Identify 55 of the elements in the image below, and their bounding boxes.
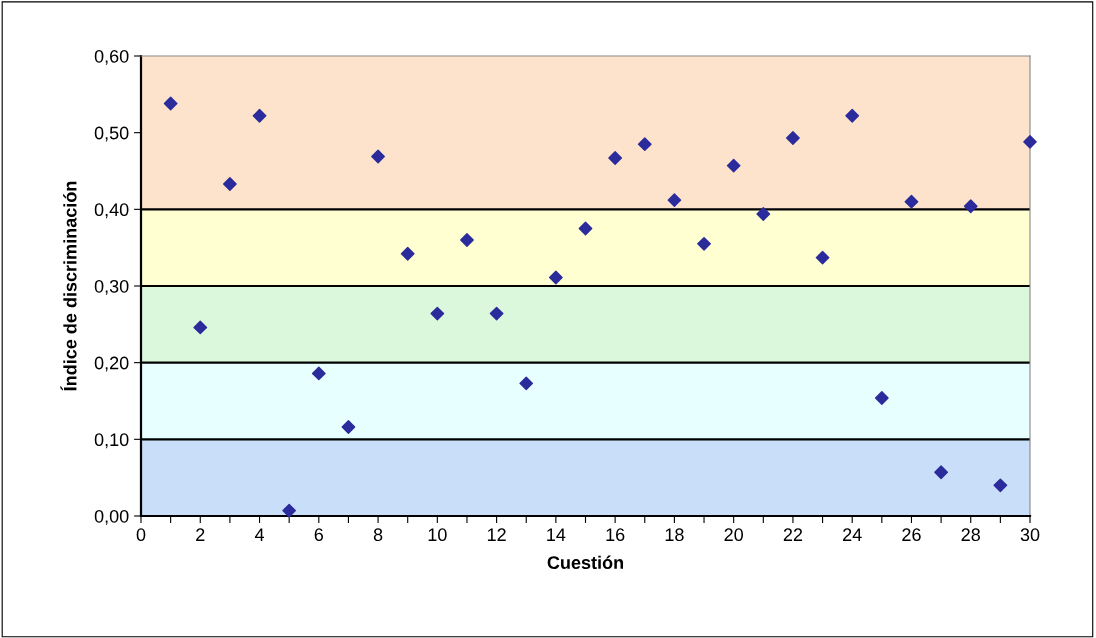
point (874, 391, 889, 405)
point (282, 503, 297, 518)
point (193, 320, 208, 335)
y-axis-title: Índice de discriminación (60, 181, 77, 391)
y-tick-label: 0,40 (94, 203, 129, 219)
x-tick-label: 18 (665, 528, 684, 542)
point (578, 221, 593, 236)
point (993, 478, 1008, 493)
x-tick-label: 28 (961, 528, 980, 542)
point (934, 465, 949, 480)
x-tick-label: 10 (428, 528, 447, 542)
point (252, 108, 267, 123)
point (341, 420, 356, 434)
y-tick-label: 0,60 (94, 49, 129, 65)
point (904, 194, 919, 209)
y-tick-label: 0,30 (94, 279, 129, 295)
point (845, 108, 860, 123)
y-tick-label: 0,10 (94, 433, 129, 449)
x-tick-label: 26 (902, 528, 921, 542)
x-tick-label: 24 (843, 528, 862, 541)
point (400, 246, 415, 261)
x-tick-label: 20 (724, 528, 743, 542)
point (548, 270, 563, 285)
point (815, 250, 830, 265)
x-tick-label: 30 (1020, 528, 1040, 542)
point (697, 236, 711, 251)
point (489, 306, 504, 321)
x-tick-label: 16 (606, 528, 625, 542)
point (371, 149, 385, 164)
x-tick-label: 22 (783, 528, 803, 541)
x-tick-label: 2 (196, 528, 205, 541)
point (163, 96, 178, 111)
point (637, 137, 652, 152)
y-tick-label: 0,00 (94, 509, 129, 525)
point (963, 199, 978, 214)
point (786, 131, 800, 145)
x-tick-label: 14 (547, 528, 566, 541)
point (311, 366, 326, 381)
point (726, 158, 741, 173)
x-tick-label: 8 (373, 528, 383, 542)
point (756, 207, 771, 221)
point (222, 177, 237, 191)
x-tick-label: 12 (487, 528, 506, 541)
point (519, 376, 534, 391)
point (1023, 134, 1037, 149)
point (430, 306, 445, 321)
x-tick-label: 0 (136, 528, 146, 542)
y-tick-label: 0,50 (94, 126, 129, 142)
y-tick-label: 0,20 (94, 356, 129, 372)
point (667, 193, 682, 208)
x-axis-title: Cuestión (547, 555, 623, 570)
x-tick-label: 4 (254, 528, 265, 541)
point (608, 151, 623, 165)
x-tick-label: 6 (314, 528, 324, 542)
point (460, 233, 474, 247)
